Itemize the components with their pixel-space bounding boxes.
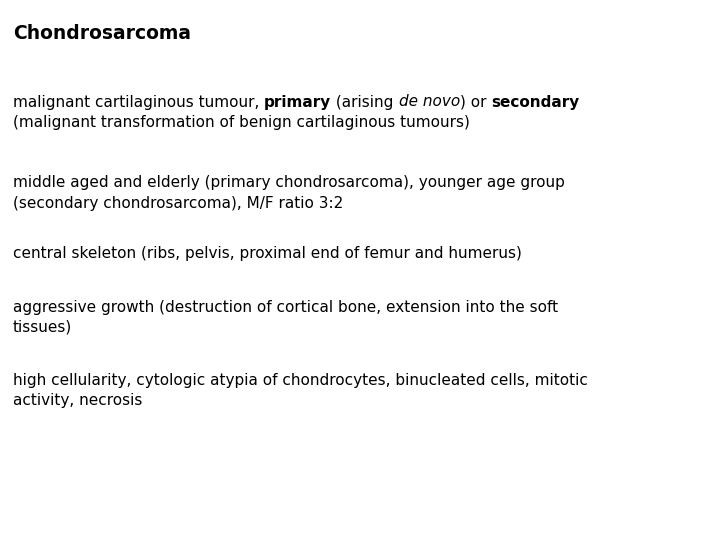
Text: high cellularity, cytologic atypia of chondrocytes, binucleated cells, mitotic: high cellularity, cytologic atypia of ch… bbox=[13, 373, 588, 388]
Text: aggressive growth (destruction of cortical bone, extension into the soft: aggressive growth (destruction of cortic… bbox=[13, 300, 558, 315]
Text: ) or: ) or bbox=[460, 94, 491, 110]
Text: malignant cartilaginous tumour,: malignant cartilaginous tumour, bbox=[13, 94, 264, 110]
Text: (secondary chondrosarcoma), M/F ratio 3:2: (secondary chondrosarcoma), M/F ratio 3:… bbox=[13, 195, 343, 211]
Text: central skeleton (ribs, pelvis, proximal end of femur and humerus): central skeleton (ribs, pelvis, proximal… bbox=[13, 246, 522, 261]
Text: (arising: (arising bbox=[331, 94, 399, 110]
Text: (malignant transformation of benign cartilaginous tumours): (malignant transformation of benign cart… bbox=[13, 114, 470, 130]
Text: tissues): tissues) bbox=[13, 320, 72, 335]
Text: middle aged and elderly (primary chondrosarcoma), younger age group: middle aged and elderly (primary chondro… bbox=[13, 176, 564, 191]
Text: primary: primary bbox=[264, 94, 331, 110]
Text: activity, necrosis: activity, necrosis bbox=[13, 393, 143, 408]
Text: de novo: de novo bbox=[399, 94, 460, 110]
Text: secondary: secondary bbox=[491, 94, 580, 110]
Text: Chondrosarcoma: Chondrosarcoma bbox=[13, 24, 191, 43]
